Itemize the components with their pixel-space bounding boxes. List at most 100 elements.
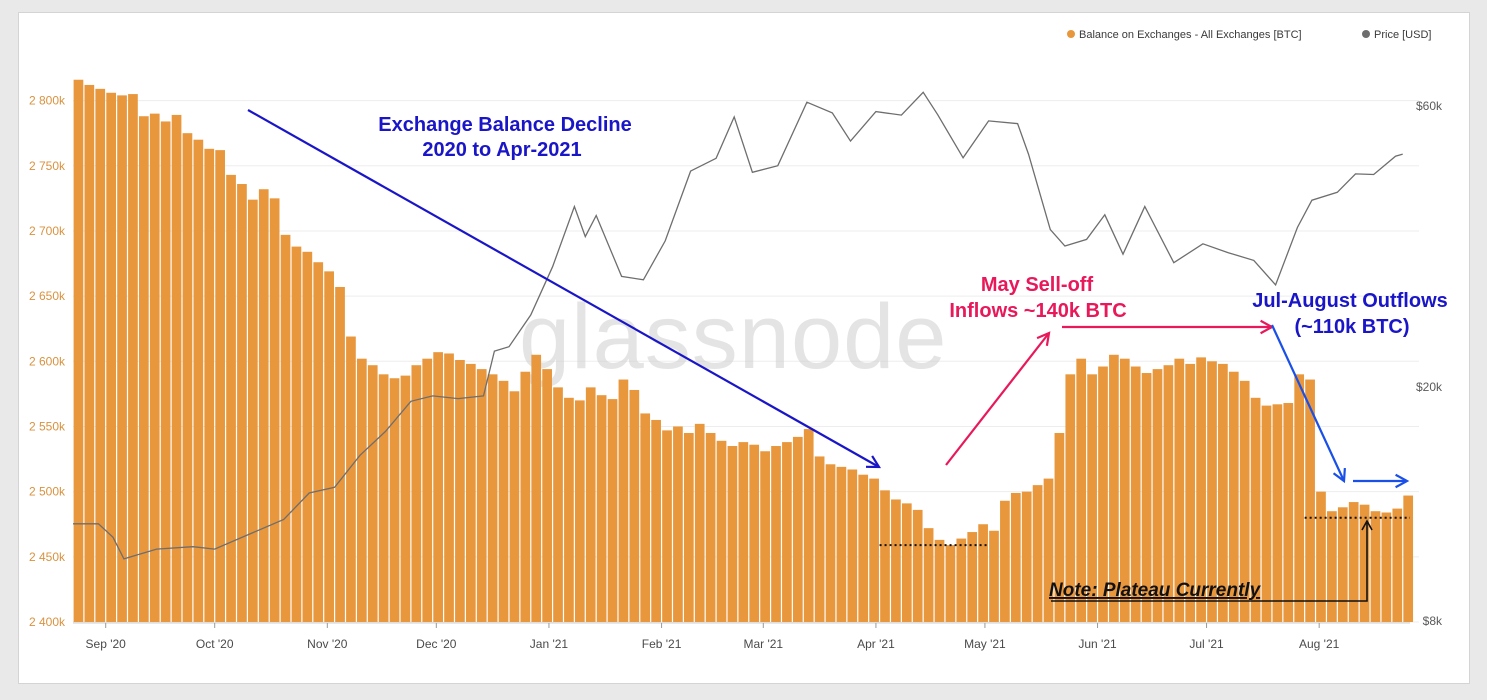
y-left-tick-label: 2 450k	[29, 550, 66, 564]
balance-bar	[422, 358, 433, 622]
balance-bar	[335, 286, 345, 622]
balance-bar	[1076, 358, 1087, 622]
balance-bar	[1119, 358, 1130, 622]
x-tick-label: Jul '21	[1189, 637, 1224, 651]
balance-bar	[1185, 363, 1196, 622]
balance-bar	[880, 490, 890, 622]
balance-bar	[978, 524, 988, 622]
balance-bar	[106, 92, 116, 622]
balance-bar	[1032, 485, 1043, 622]
balance-bar	[1359, 504, 1370, 622]
balance-bar	[498, 380, 509, 622]
x-tick-label: Feb '21	[642, 637, 682, 651]
balance-bar	[117, 95, 127, 622]
balance-bar	[956, 538, 967, 622]
balance-bar	[400, 375, 411, 622]
balance-bar	[923, 528, 934, 622]
annotation-decline-line1: Exchange Balance Decline	[378, 114, 631, 136]
balance-bar	[193, 139, 204, 622]
balance-bar	[1316, 491, 1326, 622]
balance-bar	[792, 436, 803, 622]
y-left-tick-label: 2 600k	[29, 354, 66, 368]
balance-bar	[1065, 374, 1076, 622]
balance-bar	[1152, 369, 1163, 622]
balance-bar	[389, 378, 400, 622]
balance-bar	[738, 442, 749, 622]
x-tick-label: Jun '21	[1078, 637, 1117, 651]
x-axis: Sep '20 Oct '20 Nov '20 Dec '20 Jan '21 Feb '…	[73, 622, 1410, 651]
balance-bar	[1010, 492, 1021, 622]
balance-bar	[455, 359, 465, 622]
balance-bar	[967, 532, 978, 622]
legend-price-swatch	[1362, 30, 1370, 38]
outflows-down-arrow	[1271, 324, 1345, 482]
balance-bar	[433, 352, 443, 622]
balance-bar	[1294, 374, 1305, 622]
balance-bar	[1327, 511, 1337, 622]
balance-bar	[574, 400, 585, 622]
balance-bar	[651, 419, 661, 622]
balance-bar	[1207, 361, 1217, 622]
balance-bar	[1141, 373, 1152, 622]
balance-bar	[1250, 397, 1261, 622]
x-tick-label: Sep '20	[86, 637, 127, 651]
balance-bar	[989, 530, 999, 622]
glassnode-watermark: glassnode	[519, 286, 947, 388]
balance-bar	[618, 379, 629, 622]
balance-bar	[1403, 495, 1414, 622]
reference-levels	[879, 516, 1410, 547]
y-right-axis: $8k $20k $60k	[1416, 99, 1443, 628]
balance-bar	[858, 474, 869, 622]
balance-bar	[444, 353, 454, 622]
balance-bar	[1348, 502, 1359, 622]
balance-bar	[542, 369, 552, 622]
balance-bar	[1305, 379, 1315, 622]
balance-bar	[1021, 491, 1032, 622]
balance-bar	[564, 397, 574, 622]
balance-bar	[128, 94, 138, 623]
balance-bar	[585, 387, 596, 622]
y-right-tick-label: $8k	[1423, 614, 1443, 628]
balance-bar	[291, 246, 302, 622]
balance-bar	[662, 430, 672, 622]
selloff-up-arrow-head	[1036, 331, 1051, 347]
balance-bar	[95, 88, 106, 623]
annotation-plateau-note: Note: Plateau Currently	[1049, 580, 1262, 601]
balance-bar	[1381, 512, 1392, 622]
balance-bar	[1228, 371, 1239, 622]
balance-bar	[138, 116, 149, 622]
balance-bar	[869, 478, 879, 622]
y-left-tick-label: 2 650k	[29, 289, 66, 303]
balance-bar	[215, 150, 225, 622]
balance-bar	[324, 271, 334, 622]
balance-bar	[465, 363, 476, 622]
balance-bar	[487, 374, 498, 622]
annotation-selloff-line1: May Sell-off	[981, 274, 1094, 296]
balance-bar	[302, 251, 313, 622]
balance-bar	[204, 148, 215, 622]
balance-bar	[803, 429, 814, 622]
annotation-outflows-line2: (~110k BTC)	[1294, 316, 1409, 338]
balance-bar	[716, 440, 727, 622]
balance-bar	[1239, 380, 1250, 622]
balance-bar	[847, 469, 858, 622]
legend-balance-swatch	[1067, 30, 1075, 38]
balance-bar	[771, 446, 781, 622]
balance-bar	[1337, 507, 1348, 622]
balance-bar	[1261, 405, 1272, 622]
legend: Balance on Exchanges - All Exchanges [BT…	[1067, 29, 1431, 41]
balance-bar	[782, 442, 792, 622]
outflows-down-arrow-head	[1332, 467, 1346, 484]
balance-bar	[356, 358, 367, 622]
balance-bar	[1218, 363, 1228, 622]
balance-bar	[378, 374, 389, 622]
note-bracket	[1051, 523, 1368, 602]
balance-bar	[531, 354, 542, 622]
balance-bar	[280, 234, 291, 623]
legend-balance-label: Balance on Exchanges - All Exchanges [BT…	[1079, 29, 1302, 41]
x-tick-label: Mar '21	[743, 637, 783, 651]
y-left-tick-label: 2 550k	[29, 419, 66, 433]
balance-bar	[160, 121, 171, 622]
balance-bar	[367, 365, 378, 622]
balance-bar	[1174, 358, 1185, 622]
